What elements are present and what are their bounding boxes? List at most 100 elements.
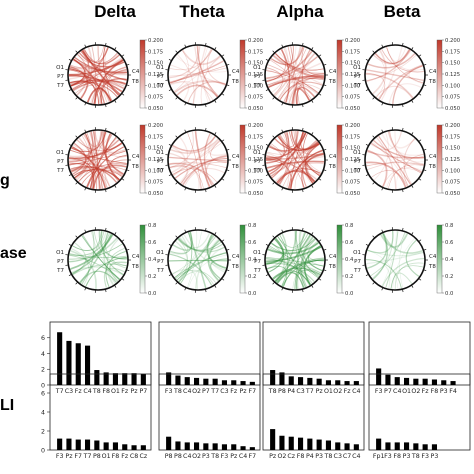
node-tick: [68, 143, 72, 147]
connection-chord: [366, 251, 424, 265]
node-tick: [318, 239, 322, 242]
colorbar: [139, 224, 146, 294]
connection-chord: [367, 53, 416, 69]
x-tick-label: Pz: [316, 388, 324, 395]
colorbar-tick-label: 0.100: [148, 168, 164, 174]
connection-chord: [386, 46, 407, 62]
x-tick-label: O1: [111, 388, 120, 395]
connection-chord: [294, 169, 321, 190]
node-tick: [418, 93, 422, 96]
bar: [413, 443, 419, 450]
connection-chord: [68, 243, 123, 260]
x-tick-label: P3: [202, 453, 210, 460]
connectivity-circle-r1-delta: O1 P7 T7 C4 T8 0.200 0.175 0.150 0.125 0.100 0.075…: [56, 38, 164, 112]
colorbar: [436, 124, 443, 194]
colorbar-tick-label: 0.100: [345, 168, 361, 174]
connection-chord: [403, 153, 424, 187]
node-tick: [175, 135, 178, 139]
colorbar-tick-label: 0.4: [248, 257, 257, 263]
node-tick: [68, 243, 72, 247]
channel-label: C4: [232, 69, 240, 75]
band-title-beta: Beta: [384, 2, 421, 21]
bar: [175, 375, 181, 385]
connection-chord: [366, 54, 417, 81]
x-tick-label: P8: [93, 453, 101, 460]
node-tick: [175, 96, 178, 100]
bar-panel-r2-c3: Pz O2 Cz F8 P4 P3 T8 C3 C7 C4: [262, 373, 365, 460]
connection-chord: [196, 45, 218, 98]
node-tick: [381, 187, 384, 191]
connection-chord: [92, 164, 127, 189]
colorbar-tick-label: 0.175: [248, 134, 263, 140]
x-tick-label: C4: [183, 388, 191, 395]
channel-label: T8: [328, 264, 336, 270]
connection-chord: [367, 149, 388, 187]
node-tick: [68, 173, 72, 177]
connection-chord: [378, 135, 412, 185]
colorbar-tick-label: 0.175: [148, 49, 163, 55]
panel-frame: [262, 373, 365, 451]
colorbar-tick-label: 0.100: [445, 168, 461, 174]
node-tick: [423, 63, 427, 66]
colorbar-tick-label: 0.150: [445, 146, 461, 152]
bar: [249, 381, 255, 385]
node-tick: [214, 232, 217, 236]
connection-chord: [376, 137, 397, 190]
x-tick-label: F7: [249, 388, 257, 395]
connection-chord: [375, 52, 386, 98]
connection-chord: [388, 83, 422, 104]
bar: [184, 442, 190, 450]
bar: [84, 439, 91, 450]
colorbar-tick-label: 0.2: [345, 274, 353, 280]
connection-chord: [399, 232, 406, 289]
connection-chord: [183, 234, 226, 271]
bar: [66, 340, 72, 385]
y-tick-label: 6: [41, 390, 45, 397]
connection-chord: [265, 257, 324, 267]
colorbar-tick-label: 0.125: [148, 72, 163, 78]
colorbar-tick-label: 0.150: [445, 61, 461, 67]
colorbar: [336, 39, 343, 109]
node-tick: [302, 127, 304, 132]
connection-chord: [373, 50, 412, 65]
node-tick: [311, 284, 314, 288]
connection-chord: [75, 131, 107, 180]
channel-label: T8: [328, 164, 336, 170]
channel-label: C4: [232, 254, 240, 260]
channel-label: O1: [56, 150, 64, 156]
connection-chord: [70, 133, 90, 172]
connection-chord: [380, 46, 403, 101]
bar: [103, 442, 109, 450]
connection-chord: [275, 53, 325, 78]
x-tick-label: Pz: [65, 453, 73, 460]
connection-chord: [387, 131, 424, 165]
node-tick: [365, 88, 369, 92]
colorbar: [239, 224, 246, 294]
colorbar-tick-label: 0.200: [148, 38, 164, 44]
node-tick: [75, 135, 78, 139]
bar: [103, 372, 109, 385]
x-tick-label: C4: [83, 388, 91, 395]
connection-chord: [177, 238, 223, 252]
channel-label: P7: [254, 259, 261, 265]
node-tick: [184, 44, 187, 48]
channel-label: T7: [56, 168, 64, 174]
x-tick-label: O1: [324, 388, 333, 395]
node-tick: [272, 50, 275, 54]
connection-chord: [392, 238, 415, 290]
bar: [112, 373, 119, 385]
channel-label: T7: [56, 83, 64, 89]
y-tick-label: 0: [41, 382, 45, 389]
colorbar-tick-label: 0.125: [445, 157, 460, 163]
colorbar-tick-label: 0.200: [248, 38, 264, 44]
x-tick-label: O1: [402, 388, 411, 395]
colorbar-tick-label: 0.0: [345, 291, 354, 297]
colorbar-tick-label: 0.075: [345, 180, 360, 186]
connection-chord: [206, 234, 227, 269]
connection-chord: [287, 46, 297, 105]
connection-chord: [207, 135, 227, 157]
connection-chord: [71, 266, 124, 276]
connection-chord: [111, 247, 127, 267]
node-tick: [411, 47, 414, 51]
connection-chord: [385, 230, 399, 288]
